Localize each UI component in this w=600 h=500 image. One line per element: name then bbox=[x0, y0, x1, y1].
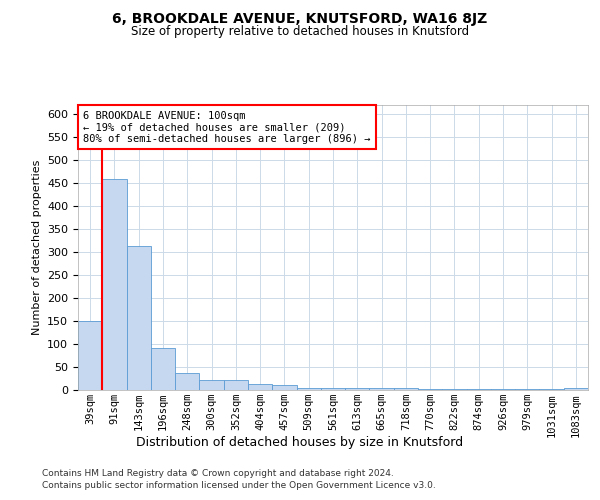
Bar bbox=[564, 388, 588, 390]
Bar bbox=[418, 388, 442, 390]
Bar bbox=[199, 380, 224, 390]
Bar bbox=[78, 321, 102, 390]
Bar bbox=[515, 388, 539, 390]
Text: 6, BROOKDALE AVENUE, KNUTSFORD, WA16 8JZ: 6, BROOKDALE AVENUE, KNUTSFORD, WA16 8JZ bbox=[112, 12, 488, 26]
Bar bbox=[175, 372, 199, 390]
Bar bbox=[345, 388, 370, 390]
Bar bbox=[467, 388, 491, 390]
Text: Distribution of detached houses by size in Knutsford: Distribution of detached houses by size … bbox=[136, 436, 464, 449]
Text: Contains public sector information licensed under the Open Government Licence v3: Contains public sector information licen… bbox=[42, 481, 436, 490]
Text: Contains HM Land Registry data © Crown copyright and database right 2024.: Contains HM Land Registry data © Crown c… bbox=[42, 468, 394, 477]
Bar bbox=[442, 388, 467, 390]
Y-axis label: Number of detached properties: Number of detached properties bbox=[32, 160, 41, 335]
Bar bbox=[539, 388, 564, 390]
Text: Size of property relative to detached houses in Knutsford: Size of property relative to detached ho… bbox=[131, 25, 469, 38]
Bar bbox=[248, 384, 272, 390]
Bar bbox=[296, 388, 321, 390]
Bar bbox=[394, 388, 418, 390]
Text: 6 BROOKDALE AVENUE: 100sqm
← 19% of detached houses are smaller (209)
80% of sem: 6 BROOKDALE AVENUE: 100sqm ← 19% of deta… bbox=[83, 110, 371, 144]
Bar bbox=[370, 388, 394, 390]
Bar bbox=[151, 348, 175, 390]
Bar bbox=[127, 246, 151, 390]
Bar bbox=[102, 178, 127, 390]
Bar bbox=[491, 388, 515, 390]
Bar bbox=[272, 386, 296, 390]
Bar bbox=[321, 388, 345, 390]
Bar bbox=[224, 380, 248, 390]
